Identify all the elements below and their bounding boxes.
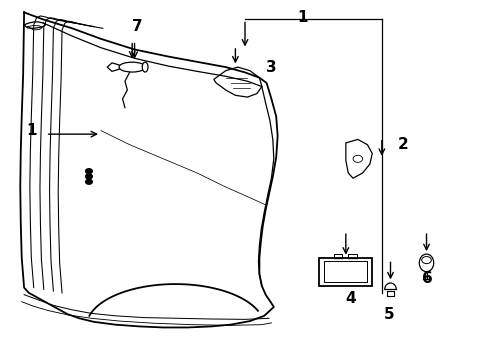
Circle shape — [86, 179, 92, 184]
Circle shape — [353, 155, 363, 162]
Text: 4: 4 — [345, 291, 356, 306]
Text: 6: 6 — [422, 271, 433, 286]
Ellipse shape — [419, 254, 434, 272]
Text: 1: 1 — [297, 10, 308, 25]
Text: 2: 2 — [398, 137, 409, 152]
Circle shape — [86, 174, 92, 179]
Polygon shape — [214, 67, 262, 97]
Bar — [324, 261, 368, 282]
Circle shape — [86, 169, 92, 174]
Polygon shape — [346, 139, 372, 178]
Ellipse shape — [119, 62, 146, 72]
Bar — [319, 258, 372, 286]
Text: 5: 5 — [384, 307, 394, 321]
Text: 3: 3 — [266, 60, 277, 75]
Text: 7: 7 — [132, 19, 142, 34]
Circle shape — [422, 257, 431, 264]
Text: 1: 1 — [26, 123, 37, 138]
Ellipse shape — [142, 62, 148, 72]
Polygon shape — [107, 63, 119, 71]
